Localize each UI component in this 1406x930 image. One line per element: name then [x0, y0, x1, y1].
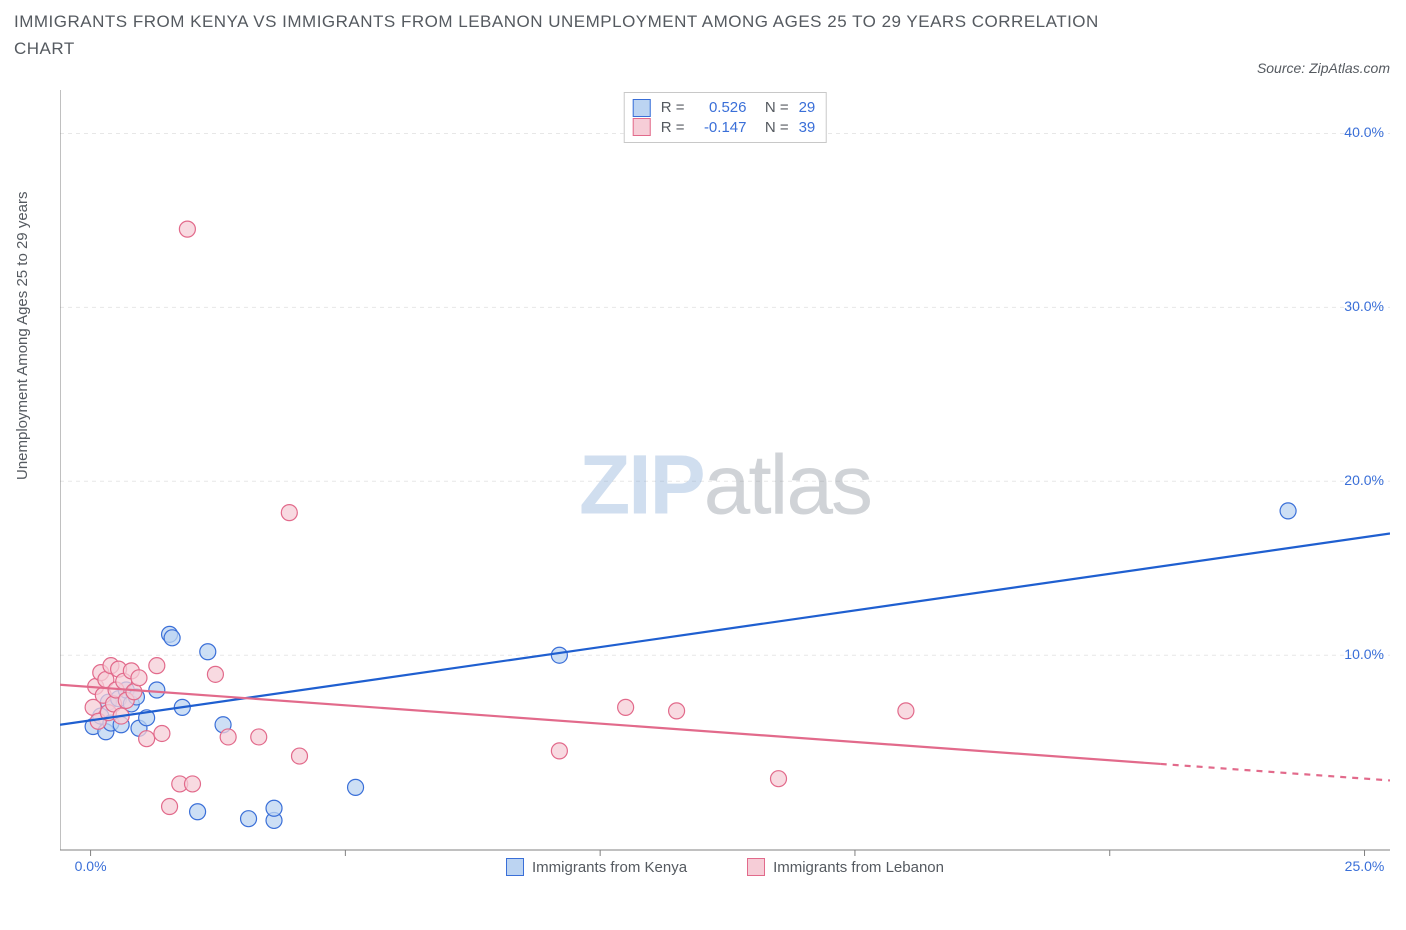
y-tick-label: 30.0% [1324, 298, 1384, 314]
scatter-point [207, 666, 223, 682]
legend-swatch [633, 99, 651, 117]
y-tick-label: 10.0% [1324, 646, 1384, 662]
scatter-point [771, 771, 787, 787]
legend-swatch [747, 858, 765, 876]
trend-line [60, 533, 1390, 724]
stat-r-value: 0.526 [694, 98, 746, 118]
source-label: Source: ZipAtlas.com [1257, 60, 1390, 76]
scatter-point [220, 729, 236, 745]
scatter-point [162, 799, 178, 815]
scatter-point [139, 731, 155, 747]
scatter-point [149, 682, 165, 698]
scatter-point [898, 703, 914, 719]
scatter-point [281, 505, 297, 521]
stat-n-label: N = [756, 98, 788, 118]
chart-container: IMMIGRANTS FROM KENYA VS IMMIGRANTS FROM… [0, 0, 1406, 930]
legend-label: Immigrants from Lebanon [773, 859, 944, 876]
stat-r-label: R = [661, 118, 685, 138]
scatter-point [241, 811, 257, 827]
scatter-point [190, 804, 206, 820]
scatter-point [131, 670, 147, 686]
scatter-point [551, 647, 567, 663]
scatter-point [669, 703, 685, 719]
stat-n-value: 29 [799, 98, 816, 118]
stat-n-value: 39 [799, 118, 816, 138]
scatter-point [179, 221, 195, 237]
stat-r-value: -0.147 [694, 118, 746, 138]
legend-swatch [506, 858, 524, 876]
scatter-point [551, 743, 567, 759]
x-tick-label: 25.0% [1345, 858, 1385, 874]
stat-r-label: R = [661, 98, 685, 118]
scatter-point [618, 699, 634, 715]
scatter-point [184, 776, 200, 792]
scatter-point [154, 725, 170, 741]
y-tick-label: 40.0% [1324, 124, 1384, 140]
scatter-point [149, 658, 165, 674]
scatter-chart-svg [60, 90, 1390, 880]
scatter-point [266, 800, 282, 816]
scatter-point [292, 748, 308, 764]
legend-item: Immigrants from Kenya [506, 858, 687, 876]
scatter-point [1280, 503, 1296, 519]
bottom-legend: Immigrants from Kenya Immigrants from Leb… [60, 858, 1390, 880]
chart-title: IMMIGRANTS FROM KENYA VS IMMIGRANTS FROM… [14, 8, 1114, 62]
y-axis-label: Unemployment Among Ages 25 to 29 years [14, 191, 31, 480]
correlation-stat-box: R = 0.526 N = 29 R = -0.147 N = 39 [624, 92, 827, 143]
legend-label: Immigrants from Kenya [532, 859, 687, 876]
scatter-point [348, 779, 364, 795]
legend-item: Immigrants from Lebanon [747, 858, 944, 876]
stat-row: R = 0.526 N = 29 [633, 98, 816, 118]
scatter-point [251, 729, 267, 745]
legend-swatch [633, 118, 651, 136]
x-tick-label: 0.0% [75, 858, 107, 874]
plot-area: ZIPatlas R =0.526 N =29R =-0.147 N =39 I… [60, 90, 1390, 880]
y-tick-label: 20.0% [1324, 472, 1384, 488]
stat-row: R = -0.147 N = 39 [633, 118, 816, 138]
stat-n-label: N = [756, 118, 788, 138]
scatter-point [164, 630, 180, 646]
trend-line-dashed [1161, 764, 1390, 780]
scatter-point [200, 644, 216, 660]
